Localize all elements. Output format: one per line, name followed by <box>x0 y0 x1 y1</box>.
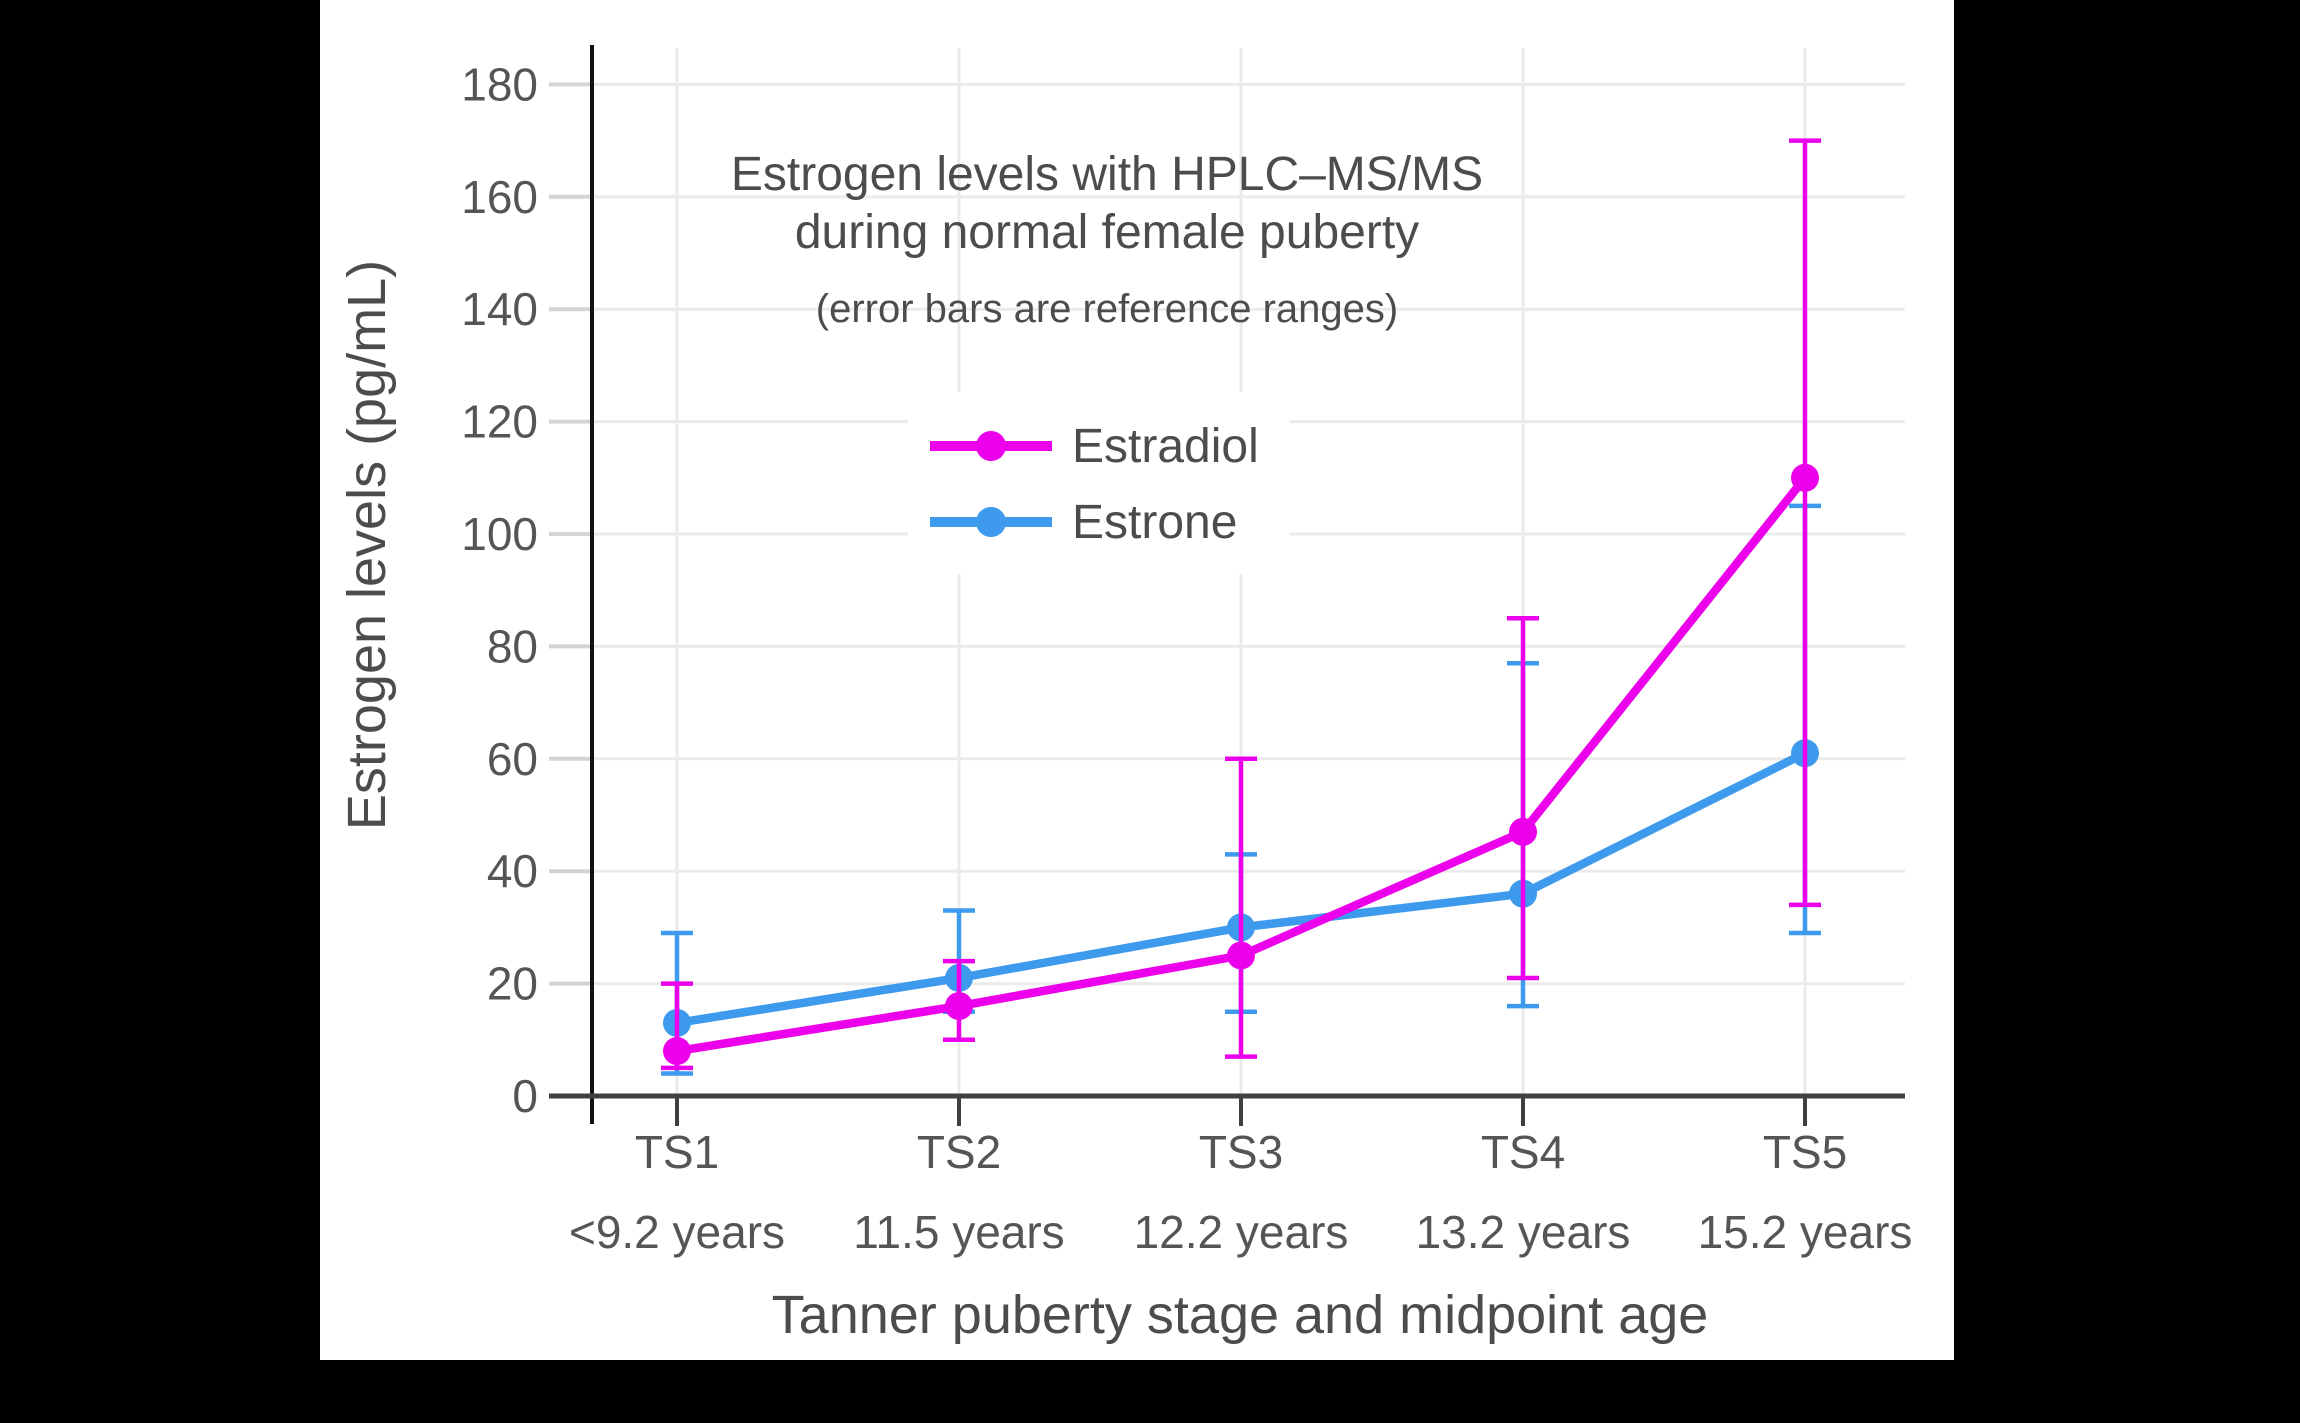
y-axis-title: Estrogen levels (pg/mL) <box>337 260 397 830</box>
x-tick-sublabel: 11.5 years <box>853 1206 1064 1258</box>
y-tick-label: 160 <box>461 171 538 223</box>
y-tick-label: 80 <box>487 620 538 672</box>
y-tick-label: 60 <box>487 733 538 785</box>
chart-title-line2: during normal female puberty <box>795 206 1419 259</box>
chart-subtitle: (error bars are reference ranges) <box>816 287 1398 331</box>
y-tick-label: 0 <box>512 1070 538 1122</box>
x-tick-label: TS2 <box>917 1126 1001 1178</box>
y-tick-label: 100 <box>461 508 538 560</box>
data-point-estradiol <box>663 1037 691 1066</box>
canvas-background <box>320 0 1954 1360</box>
y-tick-label: 140 <box>461 283 538 335</box>
legend-label-estrone: Estrone <box>1072 496 1237 549</box>
y-tick-label: 20 <box>487 958 538 1010</box>
chart-title-line1: Estrogen levels with HPLC–MS/MS <box>731 148 1483 201</box>
y-tick-label: 40 <box>487 845 538 897</box>
legend: Estradiol Estrone <box>908 392 1290 574</box>
data-point-estradiol <box>945 992 973 1021</box>
legend-swatch-marker-estradiol <box>976 431 1006 461</box>
y-tick-label: 120 <box>461 396 538 448</box>
data-point-estradiol <box>1227 941 1255 970</box>
data-point-estradiol <box>1791 463 1819 492</box>
x-axis-title: Tanner puberty stage and midpoint age <box>772 1285 1709 1345</box>
x-tick-sublabel: 15.2 years <box>1698 1206 1913 1258</box>
x-tick-sublabel: 12.2 years <box>1134 1206 1349 1258</box>
legend-swatch-marker-estrone <box>976 507 1006 537</box>
x-tick-sublabel: 13.2 years <box>1416 1206 1631 1258</box>
y-tick-label: 180 <box>461 58 538 110</box>
data-point-estradiol <box>1509 817 1537 846</box>
legend-background <box>908 392 1290 574</box>
legend-label-estradiol: Estradiol <box>1072 420 1259 473</box>
data-series <box>661 138 1821 1076</box>
x-tick-label: TS5 <box>1763 1126 1847 1178</box>
x-tick-label: TS4 <box>1481 1126 1565 1178</box>
x-tick-label: TS1 <box>635 1126 719 1178</box>
x-tick-label: TS3 <box>1199 1126 1283 1178</box>
x-tick-sublabel: <9.2 years <box>569 1206 785 1258</box>
y-axis-ticks: 0 20 40 60 80 100 120 140 160 180 <box>461 58 592 1122</box>
x-axis-ticks: TS1 <9.2 years TS2 11.5 years TS3 12.2 years T… <box>569 1096 1912 1258</box>
